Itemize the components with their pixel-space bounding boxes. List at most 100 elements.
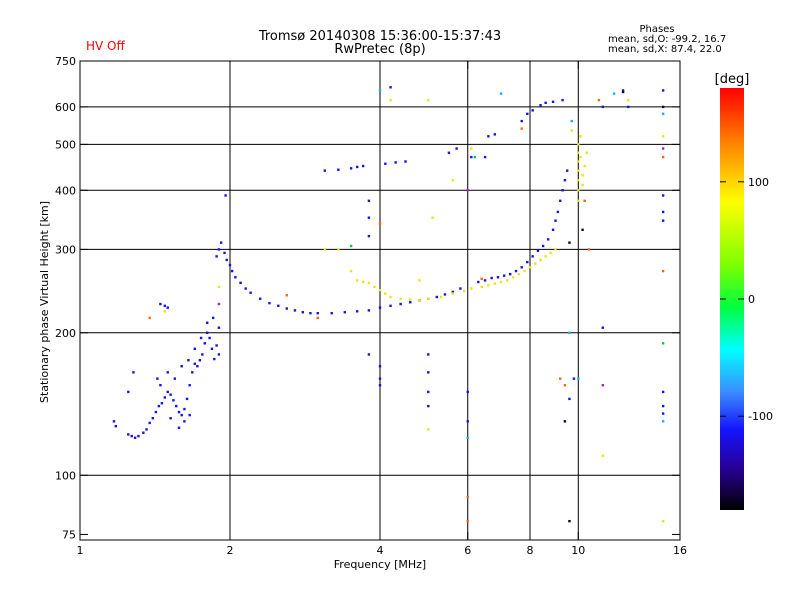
data-point bbox=[203, 342, 206, 345]
data-point bbox=[561, 98, 564, 102]
data-point bbox=[183, 420, 186, 423]
data-point bbox=[133, 436, 137, 440]
data-point bbox=[601, 326, 605, 329]
data-point bbox=[210, 347, 214, 351]
data-point bbox=[394, 161, 397, 164]
data-point bbox=[466, 519, 469, 523]
data-point bbox=[528, 266, 532, 269]
data-point bbox=[568, 331, 571, 334]
data-point bbox=[661, 219, 665, 222]
data-point bbox=[185, 397, 189, 401]
data-point bbox=[661, 89, 665, 92]
x-tick-label: 16 bbox=[673, 544, 687, 557]
data-point bbox=[173, 377, 177, 380]
data-point bbox=[373, 285, 376, 289]
data-point bbox=[191, 371, 194, 374]
data-point bbox=[565, 169, 569, 172]
data-point bbox=[583, 164, 586, 168]
data-point bbox=[187, 359, 190, 362]
data-point bbox=[219, 241, 223, 244]
data-point bbox=[661, 135, 665, 138]
data-point bbox=[661, 519, 665, 523]
data-point bbox=[127, 390, 130, 394]
data-point bbox=[142, 431, 145, 434]
data-point bbox=[389, 98, 392, 102]
colorbar-tick-label: -100 bbox=[748, 410, 773, 423]
data-point bbox=[556, 210, 560, 214]
data-point bbox=[517, 272, 521, 276]
data-point bbox=[451, 292, 455, 295]
data-point bbox=[217, 285, 221, 289]
y-tick-label: 400 bbox=[55, 184, 76, 197]
data-point bbox=[587, 248, 591, 251]
data-point bbox=[193, 347, 197, 351]
x-tick-label: 8 bbox=[527, 544, 534, 557]
data-point bbox=[225, 258, 228, 262]
data-point bbox=[160, 401, 164, 405]
data-point bbox=[215, 255, 218, 258]
data-point bbox=[205, 331, 209, 334]
data-point bbox=[217, 326, 221, 329]
axis-ticks bbox=[79, 60, 681, 540]
data-point bbox=[661, 390, 665, 394]
data-point bbox=[499, 92, 503, 95]
data-point bbox=[520, 119, 523, 123]
data-point bbox=[661, 342, 665, 345]
data-point bbox=[166, 306, 169, 309]
data-point bbox=[661, 112, 665, 116]
data-point bbox=[114, 424, 118, 428]
data-point bbox=[384, 162, 387, 165]
data-point bbox=[661, 420, 665, 423]
data-point bbox=[217, 353, 221, 356]
data-point bbox=[355, 310, 359, 313]
data-point bbox=[480, 285, 483, 289]
data-point bbox=[493, 282, 497, 285]
data-point bbox=[577, 377, 580, 380]
data-point bbox=[384, 292, 387, 295]
data-point bbox=[466, 420, 469, 423]
data-point bbox=[502, 274, 506, 277]
data-point bbox=[546, 238, 550, 241]
data-point bbox=[156, 377, 159, 380]
y-tick-labels: 75 100 200 300 400 500 600 750 bbox=[55, 55, 76, 541]
data-point bbox=[228, 263, 232, 267]
data-point bbox=[259, 297, 262, 300]
data-point bbox=[378, 377, 382, 380]
data-point bbox=[427, 371, 430, 374]
data-point bbox=[661, 194, 665, 197]
data-point bbox=[112, 420, 116, 423]
data-point bbox=[404, 160, 407, 163]
data-point bbox=[137, 434, 140, 438]
data-point bbox=[427, 353, 430, 356]
data-point bbox=[536, 249, 540, 252]
data-point bbox=[559, 199, 562, 202]
data-point bbox=[526, 112, 529, 116]
data-point bbox=[301, 311, 305, 314]
data-point bbox=[343, 311, 347, 314]
data-point bbox=[661, 404, 665, 408]
y-tick-label: 750 bbox=[55, 55, 76, 68]
data-point bbox=[349, 167, 353, 170]
data-point bbox=[323, 169, 327, 172]
x-tick-label: 10 bbox=[571, 544, 585, 557]
data-point bbox=[661, 155, 665, 159]
data-point bbox=[499, 280, 503, 284]
data-point bbox=[473, 155, 477, 159]
y-tick-label: 100 bbox=[55, 469, 76, 482]
data-point bbox=[180, 413, 183, 417]
data-point bbox=[409, 298, 412, 301]
data-point bbox=[337, 248, 340, 251]
data-point bbox=[577, 189, 580, 192]
data-point bbox=[177, 426, 181, 429]
data-point bbox=[568, 241, 571, 244]
x-tick-label: 1 bbox=[77, 544, 84, 557]
data-point bbox=[330, 311, 333, 315]
data-point bbox=[151, 417, 155, 420]
data-point bbox=[581, 183, 584, 187]
data-point bbox=[367, 216, 371, 219]
data-point bbox=[154, 410, 158, 414]
data-point bbox=[427, 98, 430, 102]
data-point bbox=[505, 279, 509, 282]
data-point bbox=[188, 383, 191, 387]
